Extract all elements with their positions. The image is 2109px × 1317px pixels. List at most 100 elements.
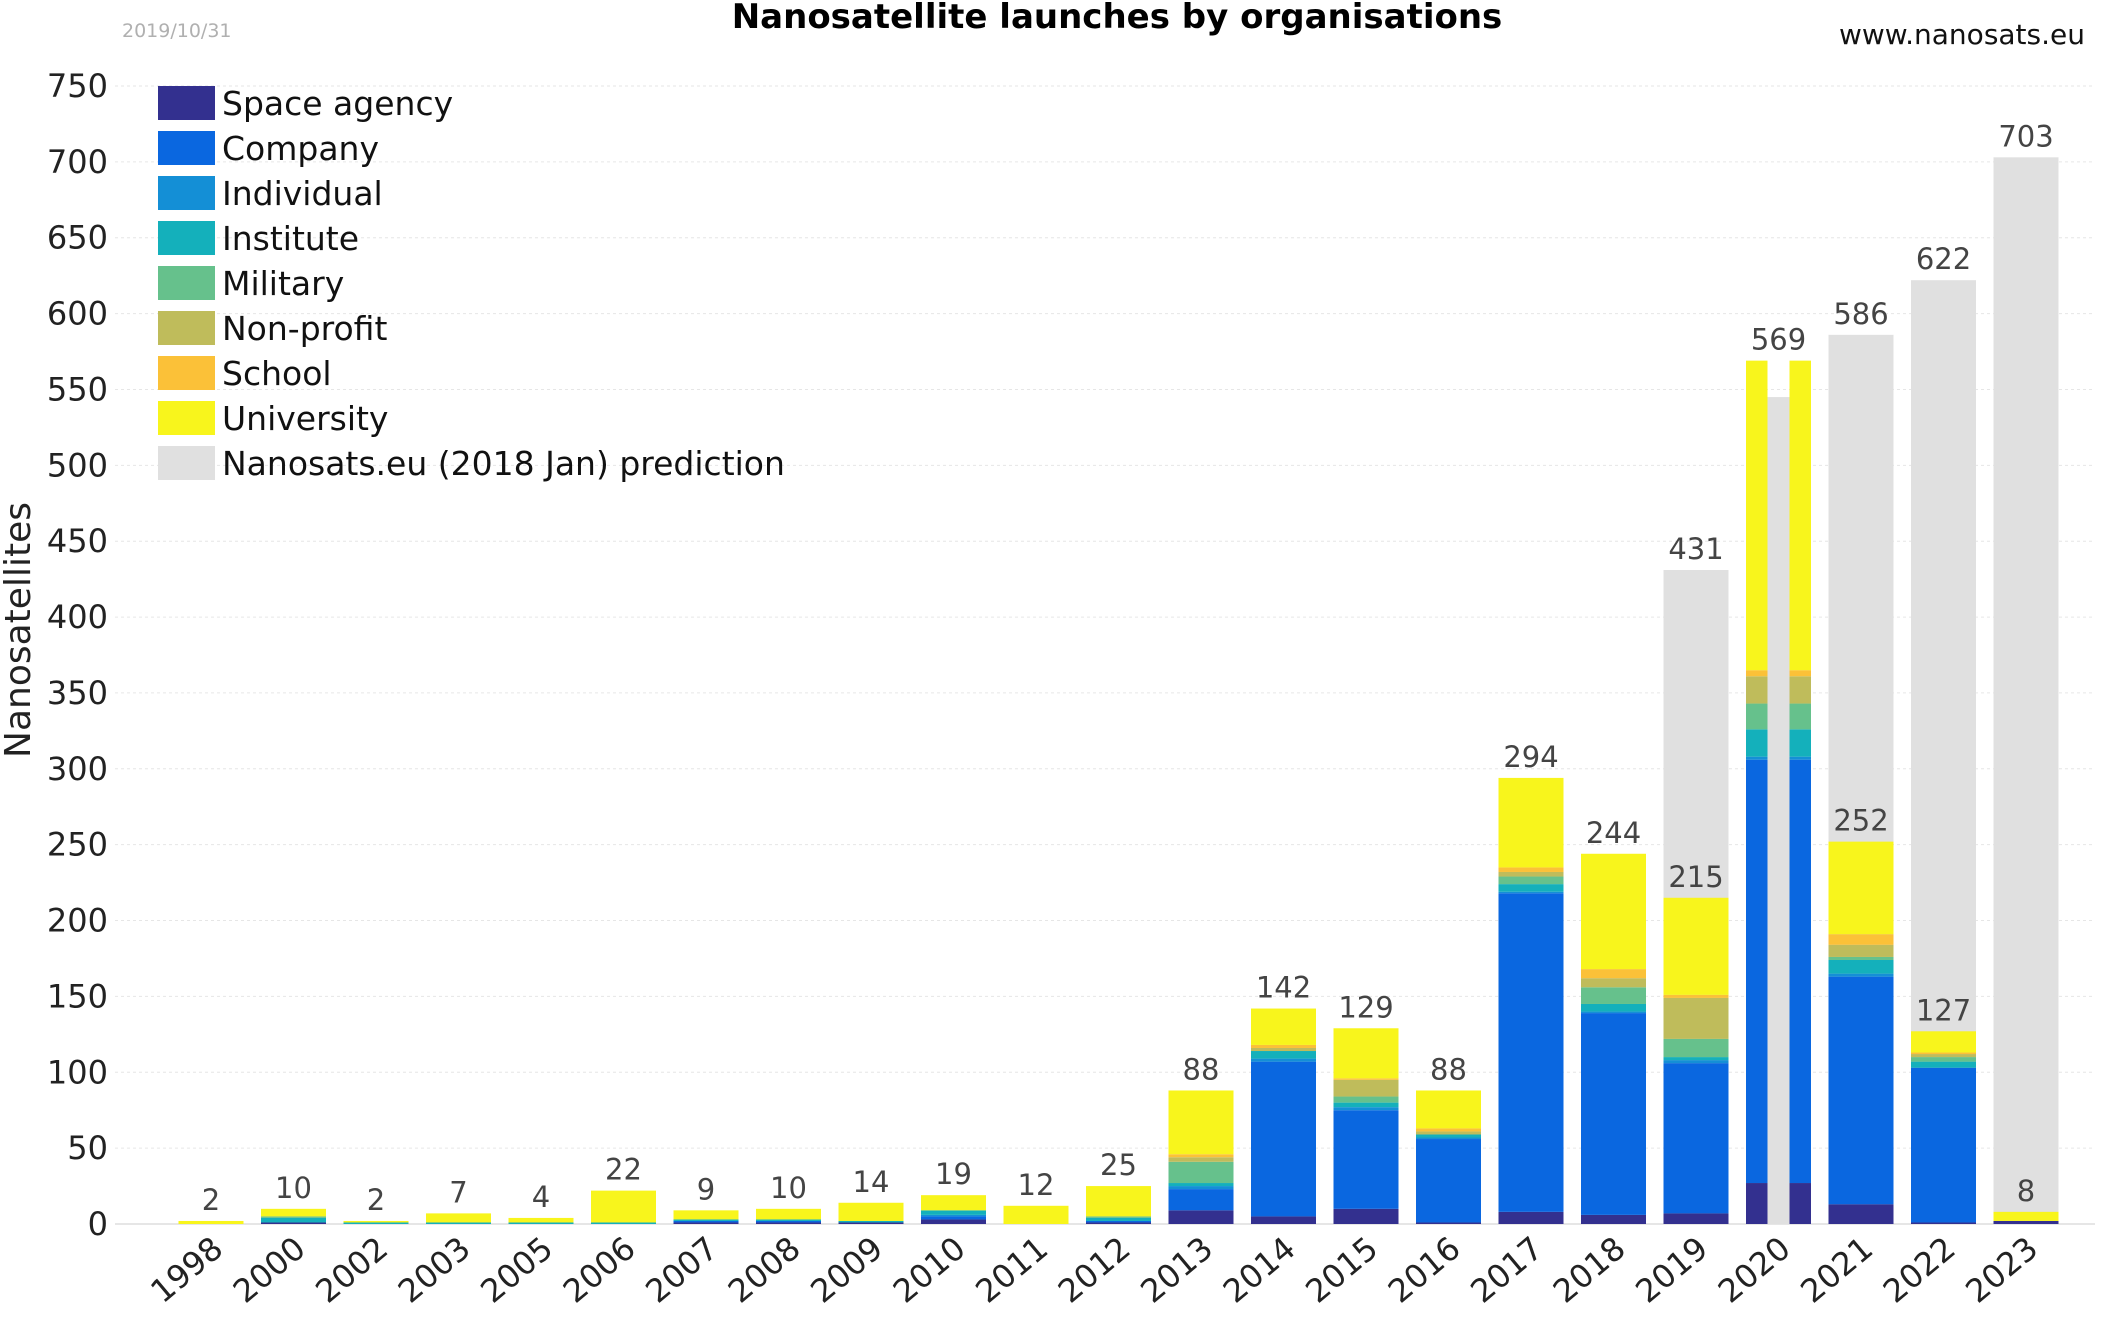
total-label: 7	[449, 1175, 467, 1209]
x-tick-label: 2014	[1216, 1229, 1303, 1310]
x-axis-ticks: 1998200020022003200520062007200820092010…	[143, 1229, 2045, 1310]
bar-segment	[1333, 1208, 1399, 1224]
total-label: 2	[202, 1183, 220, 1217]
data-labels: 2 10 2 7 4 22 9 10 14 19 12 25 88 142 129 88 294 244 431 21…	[202, 119, 2054, 1217]
total-label: 252	[1833, 804, 1888, 838]
x-tick-label: 2007	[638, 1229, 725, 1310]
bar-segment	[673, 1219, 739, 1221]
bar-segment	[1581, 853, 1646, 970]
total-label: 8	[2017, 1174, 2035, 1208]
grid-layer	[115, 85, 2095, 1225]
y-tick-label: 150	[47, 977, 108, 1015]
y-tick-label: 650	[47, 219, 108, 257]
bar-segment	[1333, 1107, 1399, 1111]
bar-segment	[1581, 1013, 1646, 1215]
bar-segment	[1663, 1057, 1729, 1061]
legend-label: Space agency	[222, 84, 453, 123]
bar-segment	[1746, 756, 1768, 760]
y-tick-label: 750	[47, 67, 108, 105]
bar-segment	[1746, 676, 1768, 704]
bar-segment	[1911, 1052, 1976, 1055]
total-label: 12	[1018, 1168, 1055, 1202]
bar-segment	[1828, 1204, 1894, 1224]
total-label: 215	[1668, 860, 1723, 894]
y-tick-label: 300	[47, 750, 108, 788]
bar-segment	[1911, 1067, 1976, 1223]
bar-segment	[1789, 670, 1811, 677]
bar-segment	[1416, 1137, 1481, 1140]
legend-swatch	[158, 221, 215, 255]
x-tick-label: 2013	[1133, 1229, 1220, 1310]
bar-segment	[1746, 759, 1768, 1184]
bar-segment	[1168, 1157, 1234, 1162]
bar-segment	[1086, 1222, 1151, 1224]
x-tick-label: 2010	[886, 1229, 973, 1310]
y-tick-label: 250	[47, 826, 108, 864]
bar-segment	[1663, 1038, 1729, 1058]
x-tick-label: 2008	[721, 1229, 808, 1310]
bar-segment	[1828, 944, 1894, 957]
x-tick-label: 2005	[473, 1229, 560, 1310]
legend-label: School	[222, 354, 332, 393]
bar-segment	[1333, 1028, 1399, 1079]
total-label: 14	[853, 1165, 890, 1199]
bar-segment	[1911, 1057, 1976, 1062]
total-label: 9	[697, 1172, 715, 1206]
bar-segment	[673, 1210, 739, 1220]
bar-segment	[1251, 1058, 1316, 1062]
bar-segment	[1416, 1134, 1481, 1138]
total-label: 127	[1916, 993, 1971, 1027]
total-label: 25	[1100, 1148, 1137, 1182]
bar-segment	[1251, 1216, 1316, 1224]
bar-segment	[261, 1216, 326, 1218]
bar-segment	[756, 1222, 821, 1224]
bar-segment	[1581, 1214, 1646, 1224]
bar-segment	[1416, 1090, 1481, 1129]
bar-segment	[1581, 987, 1646, 1004]
bar-segment	[178, 1220, 244, 1224]
bar-segment	[838, 1202, 904, 1221]
bar-segment	[1789, 729, 1811, 757]
bar-segment	[1086, 1216, 1151, 1218]
legend-swatch	[158, 131, 215, 165]
legend-swatch	[158, 266, 215, 300]
bar-segment	[921, 1195, 986, 1211]
bar-segment	[673, 1220, 739, 1223]
bar-segment	[1333, 1078, 1399, 1080]
x-tick-label: 2009	[803, 1229, 890, 1310]
legend-swatch	[158, 176, 215, 210]
bar-segment	[1746, 1183, 1768, 1224]
bar-segment	[1789, 360, 1811, 671]
prediction-label: 431	[1668, 532, 1723, 566]
bar-segment	[591, 1190, 656, 1223]
x-tick-label: 2017	[1463, 1229, 1550, 1310]
bar-segment	[1828, 959, 1894, 974]
bar-segment	[1581, 1011, 1646, 1014]
bar-segment	[1789, 676, 1811, 704]
date-stamp: 2019/10/31	[122, 20, 232, 42]
bar-segment	[343, 1220, 409, 1223]
bar-segment	[1911, 1061, 1976, 1068]
legend-label: Institute	[222, 219, 359, 258]
bar-segment	[1993, 1220, 2059, 1224]
chart-title: Nanosatellite launches by organisations	[732, 0, 1503, 37]
legend-label: Nanosats.eu (2018 Jan) prediction	[222, 444, 785, 483]
total-label: 2	[367, 1183, 385, 1217]
bar-segment	[1828, 841, 1894, 935]
bar-segment	[1168, 1186, 1234, 1190]
y-tick-label: 600	[47, 295, 108, 333]
legend: Space agency Company Individual Institute Mi…	[158, 84, 785, 483]
y-tick-label: 550	[47, 370, 108, 408]
bar-segment	[921, 1216, 986, 1220]
total-label: 4	[532, 1180, 550, 1214]
y-tick-label: 0	[88, 1205, 108, 1243]
bar-segment	[1663, 1213, 1729, 1224]
bar-segment	[1498, 867, 1564, 872]
x-tick-label: 2022	[1876, 1229, 1963, 1310]
x-tick-label: 2019	[1628, 1229, 1715, 1310]
bar-segment	[673, 1222, 739, 1224]
y-tick-label: 50	[67, 1129, 108, 1167]
y-tick-label: 350	[47, 674, 108, 712]
x-tick-label: 2011	[968, 1229, 1055, 1310]
